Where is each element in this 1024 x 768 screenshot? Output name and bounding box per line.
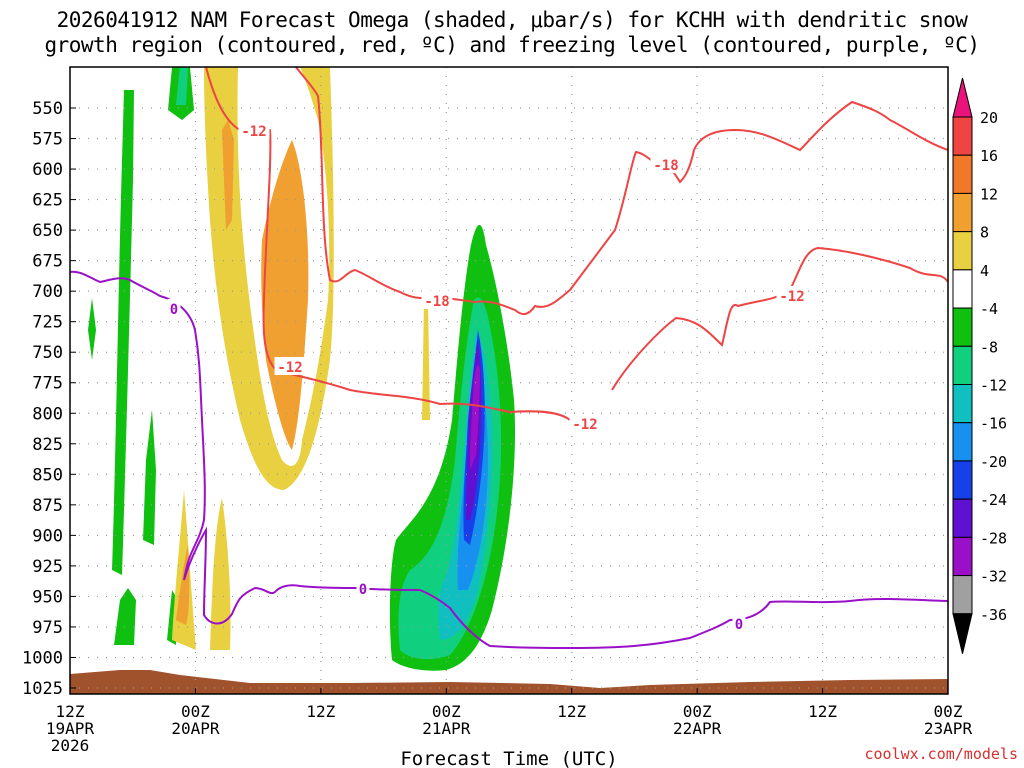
freezing-contour-label: 0	[359, 582, 367, 598]
colorbar-min-arrow	[952, 613, 973, 654]
y-tick-label: 850	[32, 465, 63, 485]
contour-labels: -12 -12 -18 -18 -12 -12 0 0 0	[167, 121, 808, 633]
dgz-contour-label: -12	[277, 360, 302, 376]
x-tick-label: 12Z	[56, 702, 85, 721]
colorbar-bin	[952, 154, 973, 194]
colorbar-label: 4	[980, 262, 989, 280]
x-tick-label: 22APR	[673, 719, 722, 738]
colorbar-label: -32	[980, 568, 1007, 586]
freezing-contour-label-bg	[732, 614, 746, 632]
y-tick-label: 775	[32, 374, 63, 394]
colorbar: 20 16 12 8 4 -4 -8 -12 -16 -20 -24 -28 -32 -36	[952, 77, 1007, 654]
colorbar-label: -16	[980, 415, 1007, 433]
x-tick-label: 00Z	[683, 702, 712, 721]
y-tick-label: 625	[32, 191, 63, 211]
colorbar-label: 16	[980, 147, 998, 165]
x-tick-label: 00Z	[934, 702, 963, 721]
y-tick-label: 600	[32, 160, 63, 180]
dgz-contour-label: -12	[572, 417, 597, 433]
colorbar-bin	[952, 345, 973, 385]
dgz-minus18-contour	[295, 67, 948, 316]
colorbar-bin	[952, 307, 973, 347]
terrain-band	[70, 670, 948, 694]
x-tick-label: 00Z	[432, 702, 461, 721]
chart-title-line-1: 2026041912 NAM Forecast Omega (shaded, μ…	[56, 8, 968, 32]
colorbar-bin	[952, 384, 973, 424]
y-tick-label: 975	[32, 618, 63, 638]
y-tick-label: 925	[32, 557, 63, 577]
y-tick-label: 700	[32, 282, 63, 302]
y-tick-label: 575	[32, 130, 63, 150]
colorbar-label: -12	[980, 377, 1007, 395]
colorbar-bin	[952, 536, 973, 577]
y-tick-label: 1025	[22, 679, 63, 699]
y-tick-label: 1000	[22, 648, 63, 668]
colorbar-bin	[952, 575, 973, 615]
y-tick-label: 875	[32, 496, 63, 516]
y-tick-label: 950	[32, 587, 63, 607]
y-tick-label: 825	[32, 435, 63, 455]
dgz-contour-label-bg	[274, 357, 306, 375]
x-tick-label: 2026	[51, 736, 90, 755]
colorbar-label: -4	[980, 300, 998, 318]
colorbar-label: 12	[980, 185, 998, 203]
colorbar-label: -28	[980, 529, 1007, 547]
y-tick-label: 675	[32, 252, 63, 272]
colorbar-bin	[952, 269, 973, 309]
dgz-contour-label-bg	[569, 414, 601, 432]
colorbar-label: -20	[980, 453, 1007, 471]
dgz-contour-label: -12	[241, 124, 266, 140]
x-axis-title: Forecast Time (UTC)	[400, 748, 617, 768]
plot-frame	[69, 66, 949, 695]
colorbar-label: 20	[980, 109, 998, 127]
colorbar-bin	[952, 498, 973, 538]
freezing-contour-label: 0	[170, 302, 178, 318]
credit-text: coolwx.com/models	[864, 745, 1018, 763]
dgz-contour-label-bg	[650, 155, 682, 173]
freezing-contour-label-bg	[167, 299, 181, 317]
x-tick-label: 00Z	[181, 702, 210, 721]
colorbar-label: -24	[980, 491, 1007, 509]
dgz-contour-label: -18	[424, 294, 449, 310]
colorbar-bin	[952, 116, 973, 156]
x-tick-label: 19APR	[46, 719, 95, 738]
x-tick-label: 12Z	[306, 702, 335, 721]
x-tick-label: 20APR	[171, 719, 220, 738]
y-tick-label: 900	[32, 526, 63, 546]
freezing-contour-label-bg	[356, 579, 370, 597]
y-tick-label: 750	[32, 343, 63, 363]
dgz-contour-label-bg	[776, 286, 808, 304]
y-tick-label: 550	[32, 99, 63, 119]
colorbar-label: 8	[980, 224, 989, 242]
x-tick-label: 12Z	[808, 702, 837, 721]
dgz-contour-label-bg	[238, 121, 270, 139]
omega-shading	[88, 67, 516, 671]
freezing-level-contour	[70, 270, 948, 650]
x-tick-label: 21APR	[422, 719, 471, 738]
y-axis: 550 575 600 625 650 675 700 725 750 775 800 825 850 8…	[22, 99, 76, 699]
dgz-contour-label: -18	[653, 158, 678, 174]
colorbar-bin	[952, 422, 973, 462]
x-tick-label: 12Z	[557, 702, 586, 721]
colorbar-bin	[952, 460, 973, 500]
dgz-contour-label-bg	[421, 291, 453, 309]
colorbar-max-arrow	[952, 77, 973, 118]
colorbar-bin	[952, 231, 973, 271]
colorbar-label: -8	[980, 338, 998, 356]
colorbar-bin	[952, 192, 973, 233]
y-tick-label: 725	[32, 313, 63, 333]
dgz-contour-label: -12	[779, 289, 804, 305]
y-tick-label: 650	[32, 221, 63, 241]
dgz-minus12-contour	[205, 67, 948, 421]
colorbar-label: -36	[980, 606, 1007, 624]
chart-title-line-2: growth region (contoured, red, ºC) and f…	[44, 33, 980, 57]
contour-lines	[70, 67, 948, 650]
freezing-contour-label: 0	[735, 617, 743, 633]
x-tick-label: 23APR	[924, 719, 973, 738]
y-tick-label: 800	[32, 404, 63, 424]
